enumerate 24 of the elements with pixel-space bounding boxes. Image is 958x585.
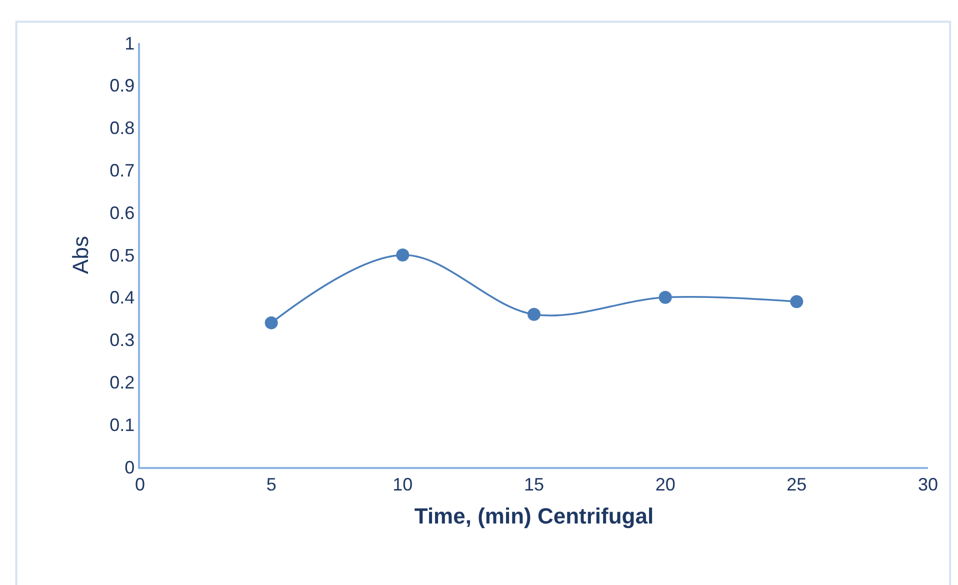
y-tick-label: 0.9	[110, 76, 135, 96]
x-tick-label: 10	[392, 474, 413, 494]
y-tick-label: 0.1	[110, 414, 135, 435]
point	[658, 290, 672, 304]
x-tick-label: 15	[524, 474, 544, 494]
y-tick-label: 0.3	[110, 330, 135, 350]
x-tick-label: 30	[918, 474, 938, 494]
y-tick-label: 0.4	[110, 288, 135, 308]
x-axis-title: Time, (min) Centrifugal	[414, 504, 654, 529]
y-tick-label: 0.5	[110, 245, 135, 266]
y-tick-label: 0	[124, 457, 135, 478]
y-tick-label: 0.8	[110, 118, 135, 138]
x-tick-label: 5	[266, 474, 276, 494]
x-tick-label: 20	[655, 474, 676, 494]
y-tick-label: 0.2	[110, 372, 135, 392]
point	[264, 316, 278, 330]
y-axis-title: Abs	[68, 236, 93, 274]
x-tick-label: 25	[786, 474, 807, 494]
point	[790, 295, 804, 308]
y-tick-label: 1	[124, 33, 135, 54]
point	[528, 308, 540, 321]
point	[396, 248, 410, 262]
y-tick-label: 0.7	[110, 160, 135, 180]
y-tick-label: 0.6	[110, 202, 135, 223]
